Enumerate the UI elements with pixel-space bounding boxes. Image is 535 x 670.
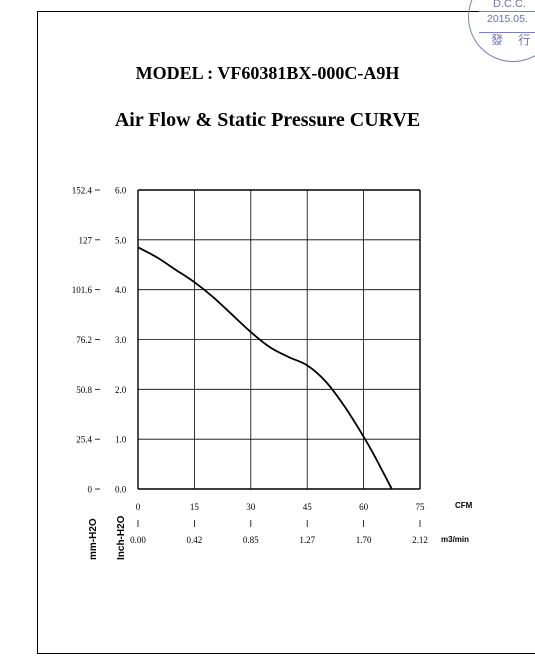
- y-tick-label-mm: 152.4: [72, 186, 93, 196]
- y-tick-label-inch: 2.0: [115, 385, 127, 395]
- series-layer: [137, 246, 393, 490]
- x-axis-ticks: 0 0.00 15 0.42 30 0.85 45 1.27 60 1.70 75 2.12: [130, 502, 428, 545]
- y-tick-label-inch: 6.0: [115, 186, 127, 196]
- pq-curve-line: [137, 246, 393, 490]
- y-tick-label-inch: 1.0: [115, 435, 127, 445]
- x-tick-label-m3min: 1.27: [299, 535, 315, 545]
- x-tick-label-m3min: 0.00: [130, 535, 146, 545]
- x-tick-label-cfm: 60: [359, 502, 369, 512]
- y-tick-label-inch: 3.0: [115, 335, 127, 345]
- y-tick-label-mm: 127: [79, 235, 93, 245]
- y-tick-label-inch: 0.0: [115, 485, 127, 495]
- x-tick-label-m3min: 2.12: [412, 535, 428, 545]
- model-title: MODEL : VF60381BX-000C-A9H: [135, 63, 400, 83]
- y-tick-label-mm: 101.6: [72, 285, 93, 295]
- y-axis-label-mm: mm-H2O: [88, 518, 99, 560]
- x-tick-label-m3min: 0.42: [187, 535, 203, 545]
- x-axis-label-m3min: m3/min: [441, 535, 469, 544]
- x-axis-label-cfm: CFM: [455, 501, 473, 510]
- page-frame: [37, 11, 535, 654]
- chart-grid: [137, 189, 421, 490]
- x-tick-label-cfm: 30: [246, 502, 256, 512]
- x-tick-label-cfm: 75: [416, 502, 426, 512]
- x-tick-label-cfm: 45: [303, 502, 313, 512]
- y-tick-label-mm: 0: [88, 485, 93, 495]
- x-tick-label-cfm: 0: [136, 502, 141, 512]
- stamp-band: [479, 11, 535, 33]
- x-tick-label-m3min: 1.70: [356, 535, 372, 545]
- stamp-text-date: 2015.05.: [487, 13, 528, 25]
- x-tick-label-cfm: 15: [190, 502, 200, 512]
- y-axis-ticks: 0.0 0 1.0 25.4 2.0 50.8 3.0 76.2 4.0 101.6 5.0 127 6…: [72, 186, 127, 495]
- chart-title: Air Flow & Static Pressure CURVE: [114, 109, 421, 131]
- y-axis-label-inch: Inch-H2O: [116, 515, 127, 560]
- stamp-text-dcc: D.C.C.: [493, 0, 526, 10]
- stamp-text-release: 發 行: [491, 33, 535, 47]
- y-tick-label-inch: 5.0: [115, 235, 127, 245]
- y-tick-label-mm: 76.2: [76, 335, 92, 345]
- y-tick-label-inch: 4.0: [115, 285, 127, 295]
- y-tick-label-mm: 50.8: [76, 385, 92, 395]
- x-tick-label-m3min: 0.85: [243, 535, 259, 545]
- y-tick-label-mm: 25.4: [76, 435, 92, 445]
